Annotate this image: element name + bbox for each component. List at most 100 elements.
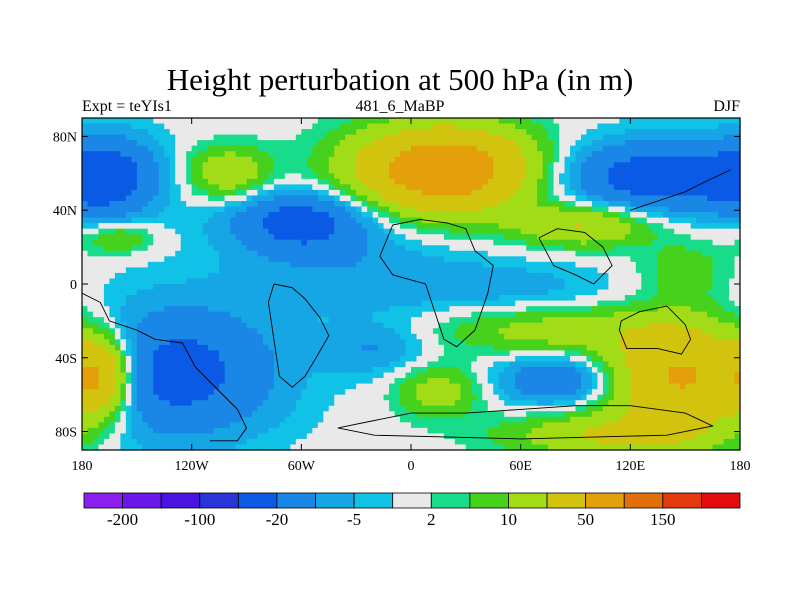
field-cell bbox=[295, 272, 302, 280]
field-cell bbox=[219, 267, 226, 274]
field-cell bbox=[273, 212, 280, 219]
field-cell bbox=[674, 317, 681, 324]
field-cell bbox=[493, 129, 500, 136]
field-cell bbox=[219, 129, 226, 136]
field-cell bbox=[262, 245, 270, 252]
field-cell bbox=[158, 295, 165, 302]
field-cell bbox=[657, 328, 664, 335]
field-cell bbox=[405, 140, 412, 147]
field-cell bbox=[191, 162, 198, 169]
field-cell bbox=[191, 167, 198, 174]
field-cell bbox=[701, 311, 708, 318]
field-cell bbox=[153, 167, 160, 174]
field-cell bbox=[498, 156, 505, 163]
field-cell bbox=[460, 195, 467, 202]
field-cell bbox=[619, 156, 626, 163]
field-cell bbox=[158, 250, 165, 257]
field-cell bbox=[279, 250, 286, 257]
field-cell bbox=[147, 151, 154, 158]
field-cell bbox=[131, 145, 138, 152]
field-cell bbox=[389, 212, 396, 219]
field-cell bbox=[509, 173, 516, 180]
field-cell bbox=[421, 145, 429, 152]
field-cell bbox=[153, 256, 160, 263]
field-cell bbox=[268, 206, 275, 213]
field-cell bbox=[246, 234, 253, 241]
field-cell bbox=[734, 317, 741, 324]
field-cell bbox=[394, 295, 401, 302]
field-cell bbox=[537, 256, 544, 263]
field-cell bbox=[619, 300, 626, 307]
field-cell bbox=[219, 328, 226, 335]
field-cell bbox=[657, 295, 664, 302]
field-cell bbox=[268, 328, 275, 335]
field-cell bbox=[427, 184, 434, 191]
field-cell bbox=[405, 239, 412, 246]
field-cell bbox=[312, 173, 319, 180]
field-cell bbox=[191, 256, 198, 263]
field-cell bbox=[465, 201, 472, 208]
field-cell bbox=[109, 151, 116, 158]
field-cell bbox=[175, 306, 182, 313]
field-cell bbox=[646, 245, 653, 252]
field-cell bbox=[345, 123, 352, 130]
field-cell bbox=[498, 118, 505, 125]
field-cell bbox=[586, 167, 593, 174]
field-cell bbox=[460, 300, 467, 307]
field-cell bbox=[580, 140, 588, 147]
field-cell bbox=[657, 256, 664, 263]
field-cell bbox=[125, 189, 132, 197]
field-cell bbox=[257, 245, 264, 252]
field-cell bbox=[509, 261, 516, 268]
field-cell bbox=[224, 178, 231, 185]
field-cell bbox=[553, 284, 560, 291]
field-cell bbox=[679, 167, 686, 174]
field-cell bbox=[482, 178, 489, 185]
field-cell bbox=[114, 317, 121, 324]
field-cell bbox=[378, 295, 385, 302]
field-cell bbox=[542, 239, 549, 246]
field-cell bbox=[235, 306, 242, 313]
field-cell bbox=[465, 151, 472, 158]
field-cell bbox=[580, 212, 588, 219]
field-cell bbox=[602, 295, 609, 302]
field-cell bbox=[657, 162, 664, 169]
field-cell bbox=[707, 328, 714, 335]
field-cell bbox=[471, 195, 478, 202]
field-cell bbox=[400, 256, 407, 263]
field-cell bbox=[268, 156, 275, 163]
field-cell bbox=[323, 145, 330, 152]
field-cell bbox=[191, 217, 198, 224]
field-cell bbox=[465, 223, 472, 230]
field-cell bbox=[87, 267, 94, 274]
field-cell bbox=[449, 189, 456, 197]
field-cell bbox=[197, 245, 204, 252]
field-cell bbox=[723, 118, 730, 125]
field-cell bbox=[295, 167, 302, 174]
field-cell bbox=[531, 217, 538, 224]
field-cell bbox=[175, 272, 182, 280]
field-cell bbox=[208, 145, 215, 152]
field-cell bbox=[383, 278, 390, 285]
field-cell bbox=[575, 328, 582, 335]
field-cell bbox=[224, 328, 231, 335]
field-cell bbox=[674, 195, 681, 202]
field-cell bbox=[120, 256, 127, 263]
field-cell bbox=[400, 206, 407, 213]
field-cell bbox=[460, 306, 467, 313]
field-cell bbox=[356, 189, 363, 197]
field-cell bbox=[416, 189, 423, 197]
field-cell bbox=[696, 239, 703, 246]
field-cell bbox=[729, 333, 736, 340]
field-cell bbox=[301, 239, 308, 246]
field-cell bbox=[520, 300, 527, 307]
field-cell bbox=[323, 151, 330, 158]
field-cell bbox=[328, 333, 335, 340]
field-cell bbox=[602, 289, 609, 296]
field-cell bbox=[125, 195, 132, 202]
field-cell bbox=[257, 145, 264, 152]
field-cell bbox=[367, 322, 374, 329]
field-cell bbox=[120, 201, 127, 208]
field-cell bbox=[718, 156, 725, 163]
field-cell bbox=[219, 272, 226, 280]
